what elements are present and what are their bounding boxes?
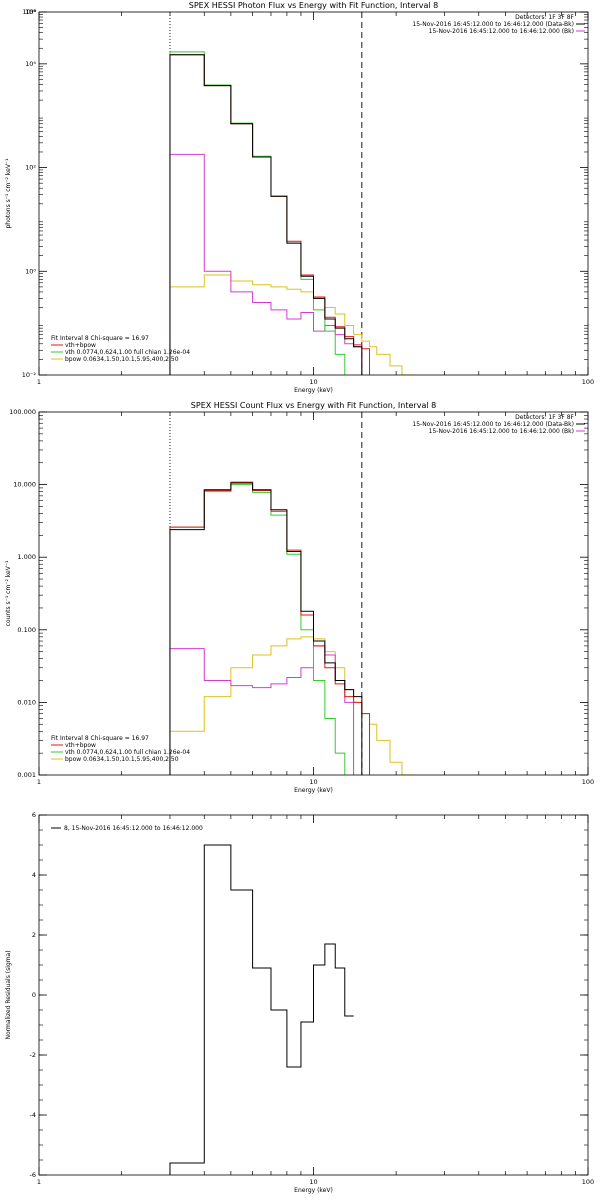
series-data xyxy=(169,482,363,775)
series-background xyxy=(169,645,355,775)
y-tick-label: 0.001 xyxy=(17,771,36,779)
header-line: 15-Nov-2016 16:45:12.000 to 16:46:12.000… xyxy=(429,428,574,435)
plot-frame xyxy=(38,11,589,376)
y-tick-label: 10⁰ xyxy=(25,267,36,275)
plot-frame xyxy=(38,411,589,776)
series-line xyxy=(169,54,363,375)
series-bpow xyxy=(169,636,413,775)
plot-area xyxy=(169,844,354,1175)
y-tick-label: 10¹⁰ xyxy=(23,8,37,16)
series-vth+bpow xyxy=(169,54,371,375)
plot-area xyxy=(169,51,413,375)
y-tick-label: 10.000 xyxy=(13,481,36,489)
x-tick-label: 1 xyxy=(37,778,41,786)
y-axis-label: Normalized Residuals (sigma) xyxy=(5,950,12,1039)
y-tick-label: 6 xyxy=(32,811,36,819)
series-line xyxy=(169,54,371,375)
chart-title: SPEX HESSI Count Flux vs Energy with Fit… xyxy=(191,401,436,410)
x-tick-label: 10 xyxy=(309,378,317,386)
y-tick-label: 0.010 xyxy=(17,698,36,706)
y-tick-label: 4 xyxy=(32,871,36,879)
series-bpow xyxy=(169,274,413,375)
y-tick-label: -2 xyxy=(30,1051,36,1059)
legend-entry: vth+bpow xyxy=(65,742,96,749)
y-axis-label: counts s⁻¹ cm⁻² keV⁻¹ xyxy=(5,560,12,626)
x-axis-label: Energy (keV) xyxy=(294,387,333,394)
y-tick-label: 10² xyxy=(25,164,36,172)
y-tick-label: 10⁸ xyxy=(25,8,36,16)
y-tick-label: 2 xyxy=(32,931,36,939)
series-line xyxy=(169,636,413,775)
series-8 xyxy=(169,844,354,1175)
x-tick-label: 1 xyxy=(37,1178,41,1186)
series-line xyxy=(169,844,354,1175)
chart-3: 1 10 100 Energy (keV) -6 -4 -2 0 2 4 6 Normalized R… xyxy=(5,811,594,1194)
y-tick-label: 0 xyxy=(32,991,36,999)
x-tick-label: 1 xyxy=(37,378,41,386)
y-tick-label: -4 xyxy=(30,1111,36,1119)
series-vth xyxy=(169,51,346,375)
legend-entry: vth+bpow xyxy=(65,342,96,349)
series-line xyxy=(169,274,413,375)
x-tick-label: 100 xyxy=(582,1178,594,1186)
y-tick-label: 10⁻² xyxy=(22,371,37,379)
chart-title: SPEX HESSI Photon Flux vs Energy with Fi… xyxy=(189,1,439,10)
header-line: Detectors: 1F 3F 8F xyxy=(515,414,574,421)
legend-entry: 8, 15-Nov-2016 16:45:12.000 to 16:46:12.… xyxy=(64,825,203,832)
legend-entry: vth 0.0774,0.624,1.00 full chian 1.26e-0… xyxy=(65,749,190,756)
series-line xyxy=(169,482,363,775)
y-tick-label: 10⁴ xyxy=(25,60,36,68)
x-tick-label: 10 xyxy=(309,1178,317,1186)
series-line xyxy=(169,645,355,775)
series-data xyxy=(169,54,363,375)
legend-entry: bpow 0.0634,1.50,10.1,5.95,400,2.50 xyxy=(65,356,179,363)
header-line: 15-Nov-2016 16:45:12.000 to 16:46:12.000… xyxy=(412,421,574,428)
y-tick-label: -6 xyxy=(30,1171,36,1179)
x-tick-label: 10 xyxy=(309,778,317,786)
plot-area xyxy=(169,481,413,775)
x-tick-label: 100 xyxy=(582,378,594,386)
chart-2: SPEX HESSI Count Flux vs Energy with Fit… xyxy=(5,401,594,794)
header-line: 15-Nov-2016 16:45:12.000 to 16:46:12.000… xyxy=(429,28,574,35)
plot-frame xyxy=(38,814,589,1176)
y-axis-label: photons s⁻¹ cm⁻² keV⁻¹ xyxy=(5,158,12,229)
fit-label: Fit Interval 8 Chi-square = 16.97 xyxy=(51,735,149,742)
series-line xyxy=(169,51,346,375)
y-tick-label: 100.000 xyxy=(9,408,36,416)
x-axis-label: Energy (keV) xyxy=(294,1187,333,1194)
x-axis-label: Energy (keV) xyxy=(294,787,333,794)
y-tick-label: 10⁶ xyxy=(25,8,36,16)
x-tick-label: 100 xyxy=(582,778,594,786)
legend-entry: bpow 0.0634,1.50,10.1,5.95,400,2.50 xyxy=(65,756,179,763)
series-background xyxy=(169,153,363,375)
y-tick-label: 1.000 xyxy=(17,553,36,561)
legend-entry: vth 0.0774,0.624,1.00 full chian 1.26e-0… xyxy=(65,349,190,356)
fit-label: Fit Interval 8 Chi-square = 16.97 xyxy=(51,335,149,342)
series-line xyxy=(169,153,363,375)
y-tick-label: 0.100 xyxy=(17,626,36,634)
chart-1: SPEX HESSI Photon Flux vs Energy with Fi… xyxy=(5,1,594,394)
header-line: 15-Nov-2016 16:45:12.000 to 16:46:12.000… xyxy=(412,21,574,28)
header-line: Detectors: 1F 3F 8F xyxy=(515,14,574,21)
